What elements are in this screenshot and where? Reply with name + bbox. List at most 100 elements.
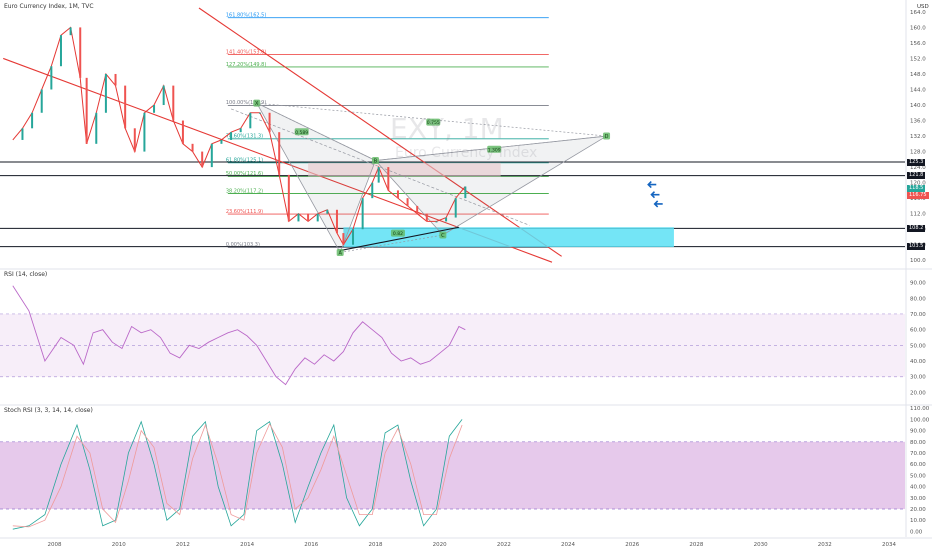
price-candle [79, 27, 82, 78]
stoch-rsi-title: Stoch RSI (3, 3, 14, 14, close) [4, 407, 93, 414]
fib-level-label: 23.60%(111.9) [226, 209, 263, 215]
fib-level-label: 100.00%(139.9) [226, 100, 267, 106]
price-candle [406, 198, 409, 206]
fib-level-label: 0.00%(103.3) [226, 242, 260, 248]
fib-level-label: 161.80%(162.5) [226, 13, 267, 19]
price-candle [95, 112, 98, 144]
pattern-point-marker [336, 248, 344, 256]
price-candle [59, 35, 62, 67]
ratio-label-box [426, 118, 441, 126]
price-candle [464, 186, 467, 199]
stoch-tick-label: 110.00 [910, 406, 930, 412]
blue-arrow-icon [647, 181, 657, 189]
time-tick-label: 2028 [689, 542, 703, 548]
price-candle [153, 105, 156, 113]
price-tick-label: 140.0 [910, 103, 926, 109]
pattern-point-label: C [441, 233, 445, 239]
pattern-point-marker [371, 157, 379, 165]
stoch-tick-label: 70.00 [910, 451, 926, 457]
price-candle [191, 143, 194, 152]
price-candle [239, 128, 242, 133]
price-candle [371, 182, 374, 199]
price-tick-label: 120.0 [910, 181, 926, 187]
watermark-symbol: EXY, 1M [390, 112, 504, 145]
ratio-label-box [487, 145, 502, 153]
stoch-tick-label: 30.00 [910, 496, 926, 502]
price-tick-label: 116.0 [910, 196, 926, 202]
pattern-point-label: B [374, 159, 378, 165]
price-candle [268, 112, 271, 133]
price-candle [258, 112, 261, 114]
price-tick-label: 156.0 [910, 41, 926, 47]
price-tick-label: 160.0 [910, 25, 926, 31]
price-candle [143, 112, 146, 152]
time-tick-label: 2020 [433, 542, 447, 548]
price-tick-label: 144.0 [910, 87, 926, 93]
fib-level-label: 50.00%(121.6) [226, 171, 263, 177]
rsi-line [12, 285, 466, 386]
target-zone-cyan [343, 227, 674, 248]
ratio-label: 0.755 [427, 120, 440, 126]
price-tick-label: 152.0 [910, 56, 926, 62]
rsi-tick-label: 60.00 [910, 328, 926, 334]
price-candle [326, 209, 329, 214]
stoch-tick-label: 90.00 [910, 429, 926, 435]
price-tick-label: 100.0 [910, 258, 926, 264]
price-candle [181, 120, 184, 144]
stoch-tick-label: 60.00 [910, 462, 926, 468]
time-tick-label: 2030 [754, 542, 768, 548]
blue-arrow-icon [650, 191, 660, 199]
fib-level-label: 127.20%(149.8) [226, 62, 267, 68]
price-candle [21, 128, 24, 140]
rsi-tick-label: 40.00 [910, 359, 926, 365]
grey-trendline [230, 108, 530, 226]
price-tag: 118.5 [907, 184, 926, 192]
price-tick-label: 164.0 [910, 10, 926, 16]
price-candle [104, 73, 107, 113]
price-tag: 103.5 [907, 243, 926, 251]
time-tick-label: 2024 [561, 542, 575, 548]
price-tick-label: 128.0 [910, 150, 926, 156]
time-tick-label: 2014 [240, 542, 254, 548]
time-tick-label: 2012 [176, 542, 190, 548]
ratio-label-box [390, 229, 405, 237]
price-candle [249, 112, 252, 129]
price-candle [287, 174, 290, 222]
price-tag: 108.2 [907, 224, 926, 232]
price-candle [31, 112, 34, 129]
price-candle [335, 209, 338, 234]
fib-level-label: 38.20%(117.2) [226, 188, 263, 194]
stoch-tick-label: 50.00 [910, 473, 926, 479]
price-candle [124, 85, 127, 129]
price-candle [316, 213, 319, 222]
price-candle [387, 167, 390, 191]
channel-upper-line [198, 7, 562, 257]
rsi-tick-label: 20.00 [910, 390, 926, 396]
price-candle [425, 213, 428, 222]
price-tick-label: 136.0 [910, 119, 926, 125]
price-tick-label: 148.0 [910, 72, 926, 78]
ratio-label: 1.309 [488, 147, 501, 153]
time-tick-label: 2010 [112, 542, 126, 548]
price-candle [445, 217, 448, 222]
watermark-name: Euro Currency Index [395, 145, 538, 161]
rsi-tick-label: 80.00 [910, 296, 926, 302]
price-candle [377, 167, 380, 183]
pattern-point-marker [253, 99, 261, 107]
price-candle [114, 73, 117, 86]
rsi-tick-label: 30.00 [910, 375, 926, 381]
price-candle [133, 128, 136, 152]
price-candle [307, 213, 310, 222]
price-candle [342, 233, 345, 245]
stoch-tick-label: 20.00 [910, 507, 926, 513]
price-candle [230, 132, 233, 140]
fib-level-label: 61.80%(125.1) [226, 158, 263, 164]
price-candle [85, 77, 88, 144]
price-candle [220, 139, 223, 144]
price-candle [162, 85, 165, 106]
price-candle [40, 89, 43, 113]
price-candle [361, 198, 364, 230]
time-tick-label: 2032 [818, 542, 832, 548]
